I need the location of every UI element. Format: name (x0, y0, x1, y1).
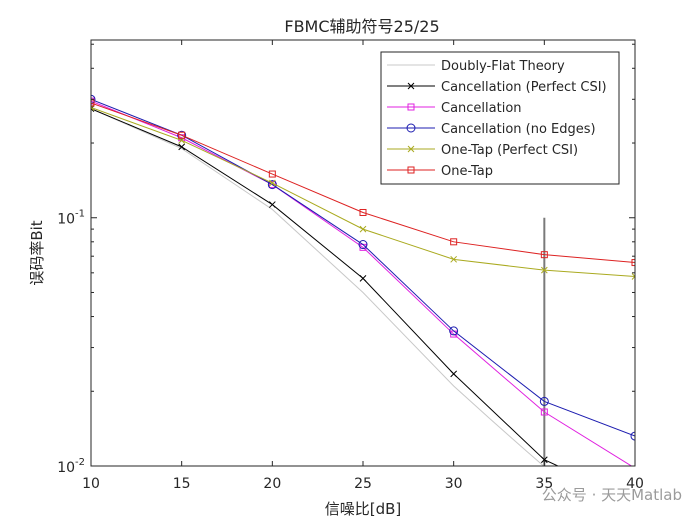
legend-item: Doubly-Flat Theory (387, 59, 565, 74)
legend-label: One-Tap (Perfect CSI) (441, 143, 578, 158)
x-tick-label: 30 (445, 476, 463, 492)
data-point (268, 179, 276, 187)
x-tick-label: 20 (263, 476, 281, 492)
legend-label: Cancellation (Perfect CSI) (441, 80, 607, 95)
data-point (631, 273, 635, 280)
data-point (540, 251, 548, 259)
data-point (359, 208, 367, 216)
data-point (631, 259, 635, 267)
data-point (407, 103, 415, 111)
x-tick-label: 35 (535, 476, 553, 492)
x-tick-label: 10 (82, 476, 100, 492)
legend-item: One-Tap (387, 164, 493, 179)
data-point (540, 266, 548, 274)
legend-item: Cancellation (no Edges) (387, 122, 596, 137)
legend-label: One-Tap (441, 164, 493, 179)
data-point (450, 370, 458, 378)
data-point (91, 94, 96, 104)
chart-title: FBMC辅助符号25/25 (284, 17, 439, 36)
series-cancellation-perfect-csi (91, 105, 560, 466)
y-tick-label: 10-2 (57, 457, 85, 476)
x-axis-label: 信噪比[dB] (325, 500, 402, 518)
legend-box (380, 51, 620, 185)
data-point (407, 166, 415, 174)
legend-label: Doubly-Flat Theory (441, 59, 565, 74)
data-point (268, 201, 276, 208)
data-point (539, 396, 549, 406)
data-point (178, 131, 186, 139)
data-point (407, 82, 415, 90)
legend-label: Cancellation (no Edges) (441, 122, 596, 137)
legend-item: Cancellation (387, 101, 522, 116)
series-doubly-flat-theory (91, 108, 545, 466)
data-point (178, 143, 186, 151)
legend-item: Cancellation (Perfect CSI) (387, 80, 607, 95)
data-point (406, 123, 416, 133)
data-point (540, 408, 548, 416)
data-point (450, 238, 458, 246)
series-one-tap-perfect-csi (91, 104, 635, 280)
data-point (177, 130, 187, 140)
series-line (91, 108, 545, 466)
data-point (359, 225, 367, 233)
data-point (630, 431, 635, 441)
legend-item: One-Tap (Perfect CSI) (387, 143, 578, 158)
y-axis-label: 误码率Bit (28, 220, 46, 285)
data-point (450, 255, 458, 263)
data-point (407, 145, 415, 153)
x-tick-label: 40 (626, 476, 644, 492)
legend-label: Cancellation (441, 101, 522, 116)
watermark: 公众号 · 天天Matlab (541, 486, 682, 504)
y-tick-label: 10-1 (57, 209, 85, 228)
data-point (540, 456, 548, 464)
series-one-tap (91, 99, 635, 267)
series-line (91, 102, 635, 264)
axes-box (90, 39, 636, 467)
data-point (91, 105, 95, 113)
x-tick-label: 25 (354, 476, 372, 492)
data-point (268, 170, 276, 178)
data-point (359, 274, 367, 282)
data-point (358, 240, 368, 250)
data-point (91, 99, 95, 107)
x-tick-label: 15 (173, 476, 191, 492)
data-point (449, 326, 459, 336)
